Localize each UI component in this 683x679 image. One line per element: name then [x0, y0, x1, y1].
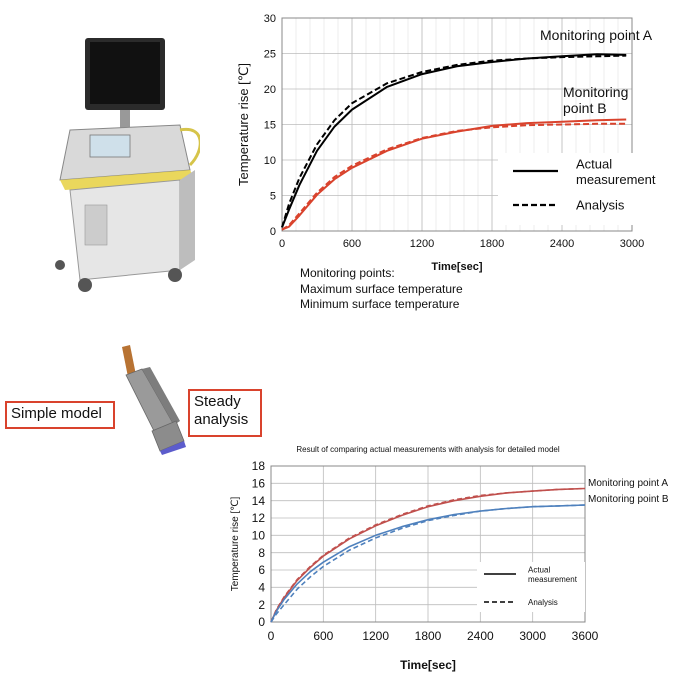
y-tick-label: 30	[264, 13, 276, 25]
series-line-monitoring-point-b-dashed	[281, 122, 627, 231]
x-tick-label: 3000	[620, 238, 644, 250]
plot-frame	[281, 17, 633, 232]
notes-line-min: Minimum surface temperature	[300, 297, 460, 311]
series-line-monitoring-point-b-dashed	[270, 504, 586, 623]
y-tick-label: 18	[252, 459, 266, 473]
x-tick-label: 2400	[467, 629, 494, 643]
y-tick-label: 14	[252, 494, 266, 508]
y-tick-label: 20	[264, 84, 276, 96]
ultrasound-machine-icon	[55, 38, 200, 292]
steady-analysis-label: Steady analysis	[188, 389, 262, 437]
y-tick-label: 25	[264, 48, 276, 60]
legend-label: measurement	[576, 172, 656, 187]
ultrasound-probe-icon	[122, 345, 186, 455]
series-line-monitoring-point-b-solid	[281, 118, 627, 231]
y-tick-label: 0	[270, 226, 276, 238]
y-tick-label: 6	[258, 563, 265, 577]
x-tick-label: 2400	[550, 238, 574, 250]
x-tick-label: 3600	[572, 629, 599, 643]
x-tick-label: 1800	[415, 629, 442, 643]
y-tick-label: 10	[264, 155, 276, 167]
legend-box	[477, 562, 585, 612]
y-tick-label: 12	[252, 511, 266, 525]
legend-box	[498, 153, 638, 225]
x-axis-label: Time[sec]	[431, 261, 482, 273]
annotation-label: Monitoring point B	[588, 494, 669, 505]
annotation-label: point B	[563, 100, 607, 116]
x-tick-label: 600	[313, 629, 333, 643]
legend-label: Actual	[576, 156, 612, 171]
plot-frame	[270, 465, 586, 623]
x-tick-label: 3000	[519, 629, 546, 643]
x-tick-label: 1200	[362, 629, 389, 643]
notes-heading: Monitoring points:	[300, 266, 395, 280]
y-tick-label: 8	[258, 546, 265, 560]
monitoring-points-notes: Monitoring points: Maximum surface tempe…	[300, 266, 463, 313]
x-tick-label: 1200	[410, 238, 434, 250]
x-tick-label: 1800	[480, 238, 504, 250]
y-axis-label: Temperature rise [℃]	[230, 496, 241, 591]
notes-line-max: Maximum surface temperature	[300, 281, 463, 296]
annotation-label: Monitoring point A	[588, 478, 668, 489]
y-tick-label: 4	[258, 581, 265, 595]
x-tick-label: 600	[343, 238, 361, 250]
x-tick-label: 0	[279, 238, 285, 250]
legend-label: Actual	[528, 565, 550, 574]
x-axis-label: Time[sec]	[400, 658, 456, 672]
annotation-label: Monitoring point A	[540, 27, 653, 43]
y-tick-label: 0	[258, 615, 265, 629]
annotation-label: Monitoring	[563, 84, 628, 100]
x-tick-label: 0	[268, 629, 275, 643]
y-tick-label: 5	[270, 190, 276, 202]
series-line-monitoring-point-a-solid	[270, 487, 586, 623]
y-axis-label: Temperature rise [℃]	[236, 63, 251, 186]
series-line-monitoring-point-a-dashed	[270, 487, 586, 623]
legend-label: measurement	[528, 575, 578, 584]
chart-title: Result of comparing actual measurements …	[296, 445, 559, 454]
simple-model-label: Simple model	[5, 401, 115, 429]
legend-label: Analysis	[528, 598, 558, 607]
y-tick-label: 16	[252, 477, 266, 491]
legend-label: Analysis	[576, 198, 625, 213]
y-tick-label: 2	[258, 598, 265, 612]
series-line-monitoring-point-a-dashed	[281, 54, 627, 228]
chart-bottom: 0 600 1200 1800 2400 3000 3600 0 2 4 6 8 10 12 14 16 18 R…	[230, 445, 669, 672]
y-tick-label: 10	[252, 529, 266, 543]
y-tick-label: 15	[264, 119, 276, 131]
chart-top: 0 600 1200 1800 2400 3000 0 5 10 15 20 25 30 Time[sec…	[236, 13, 656, 273]
